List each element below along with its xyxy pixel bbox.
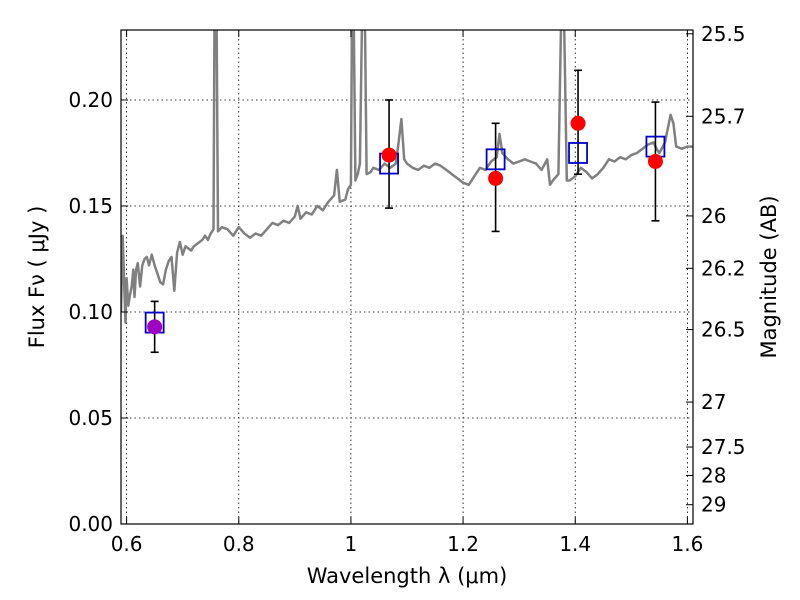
y-axis-label: Flux Fν ( μJy ) [25, 206, 49, 349]
right-tick-label: 28 [701, 463, 726, 487]
observed-flux-point [147, 319, 163, 335]
plot-frame [120, 29, 694, 525]
x-axis-label: Wavelength λ (μm) [307, 564, 508, 588]
x-tick-label: 1.6 [671, 532, 703, 556]
observed-flux-point [647, 153, 663, 169]
x-tick-label: 0.8 [223, 532, 255, 556]
y-tick-label: 0.15 [68, 194, 113, 218]
x-tick-label: 1 [345, 532, 358, 556]
model-photometry-square [568, 142, 588, 164]
grid [121, 30, 693, 524]
y-tick-label: 0.20 [68, 88, 113, 112]
model-spectrum-line [121, 30, 693, 324]
right-tick-label: 27.5 [701, 435, 746, 459]
right-tick-label: 25.7 [701, 104, 746, 128]
right-tick-label: 26 [701, 204, 726, 228]
model-photometry-square [485, 148, 506, 171]
right-axis-label: Magnitude (AB) [757, 195, 781, 358]
plot-area [121, 30, 693, 354]
right-tick-label: 26.2 [701, 256, 746, 280]
observed-flux-point [570, 115, 586, 131]
x-tick-label: 1.2 [447, 532, 479, 556]
x-tick-label: 0.6 [111, 532, 143, 556]
observed-flux-point [488, 170, 504, 186]
y-tick-label: 0.10 [68, 300, 113, 324]
right-tick-label: 26.5 [701, 318, 746, 342]
right-tick-label: 25.5 [701, 22, 746, 46]
observed-flux-point [381, 147, 397, 163]
right-tick-label: 27 [701, 390, 726, 414]
axes: 0.6 0.8 1 1.2 1.4 1.6 0.00 0.05 0.10 0.15 0.20 25.5… [68, 22, 745, 556]
y-tick-label: 0.00 [68, 512, 113, 536]
x-tick-label: 1.4 [559, 532, 591, 556]
right-tick-label: 29 [701, 493, 726, 517]
y-tick-label: 0.05 [68, 406, 113, 430]
